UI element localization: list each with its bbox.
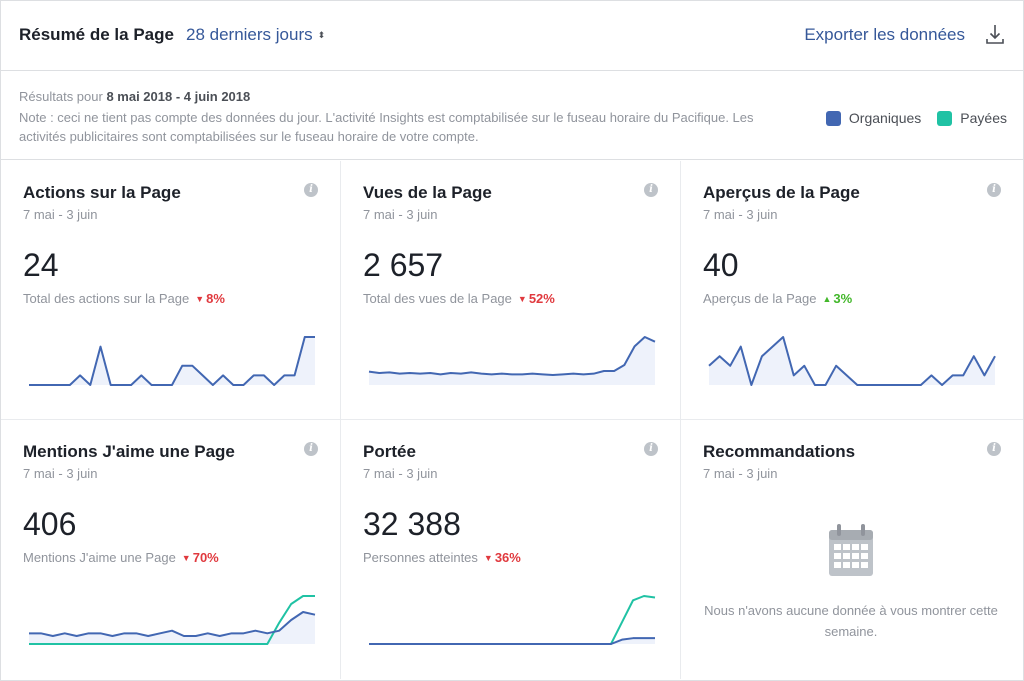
card-page-likes[interactable]: Mentions J'aime une Page 7 mai - 3 juin … <box>1 420 341 679</box>
export-data-link[interactable]: Exporter les données <box>804 25 965 44</box>
sparkline-chart <box>29 595 316 645</box>
change-badge: ▼ 36% <box>484 550 521 565</box>
card-subtitle-row: Total des vues de la Page ▼ 52% <box>363 291 555 306</box>
change-badge: ▼ 8% <box>195 291 225 306</box>
card-subtitle: Total des vues de la Page <box>363 291 512 306</box>
triangle-down-icon: ▼ <box>195 294 205 304</box>
change-value: 3% <box>833 291 853 306</box>
card-title: Recommandations <box>703 442 856 461</box>
card-value: 2 657 <box>363 247 444 283</box>
change-value: 8% <box>206 291 225 306</box>
info-icon[interactable]: i <box>304 442 318 456</box>
empty-state-message: Nous n'avons aucune donnée à vous montre… <box>704 603 998 639</box>
change-badge: ▼ 52% <box>518 291 555 306</box>
sparkline-area <box>369 337 655 385</box>
info-icon[interactable]: i <box>644 183 658 197</box>
legend-organic: Organiques <box>825 110 922 126</box>
results-period: Résultats pour 8 mai 2018 - 4 juin 2018 <box>19 89 250 104</box>
date-range-selector[interactable]: 28 derniers jours ⬍ <box>186 25 325 45</box>
metrics-grid: Actions sur la Page 7 mai - 3 juin i 24 … <box>1 161 1023 681</box>
card-title: Mentions J'aime une Page <box>23 442 235 461</box>
legend-swatch-organic <box>825 110 841 126</box>
card-title: Vues de la Page <box>363 183 492 202</box>
triangle-up-icon: ▲ <box>822 294 832 304</box>
card-page-previews[interactable]: Aperçus de la Page 7 mai - 3 juin i 40 A… <box>681 161 1023 420</box>
card-date: 7 mai - 3 juin <box>363 207 438 222</box>
change-value: 70% <box>192 550 219 565</box>
sparkline-area <box>29 337 315 385</box>
sparkline-chart <box>29 336 315 386</box>
sparkline-paid-line <box>369 595 656 645</box>
info-icon[interactable]: i <box>987 442 1001 456</box>
card-date: 7 mai - 3 juin <box>703 207 778 222</box>
chart-legend: Organiques Payées <box>810 110 1007 126</box>
card-date: 7 mai - 3 juin <box>703 466 778 481</box>
triangle-down-icon: ▼ <box>483 553 493 563</box>
card-subtitle: Personnes atteintes <box>363 550 478 565</box>
triangle-down-icon: ▼ <box>517 294 527 304</box>
sparkline-area <box>709 337 995 385</box>
sparkline-area <box>29 612 315 644</box>
sparkline-organic-line <box>708 336 996 386</box>
card-date: 7 mai - 3 juin <box>23 207 98 222</box>
sparkline-chart <box>708 336 996 386</box>
card-title: Actions sur la Page <box>23 183 181 202</box>
card-recommendations[interactable]: Recommandations 7 mai - 3 juin i Nous n'… <box>681 420 1023 679</box>
timezone-note: Note : ceci ne tient pas compte des donn… <box>19 110 754 144</box>
card-subtitle-row: Total des actions sur la Page ▼ 8% <box>23 291 225 306</box>
info-icon[interactable]: i <box>304 183 318 197</box>
card-date: 7 mai - 3 juin <box>23 466 98 481</box>
sparkline-area <box>369 638 655 644</box>
change-value: 52% <box>528 291 555 306</box>
card-subtitle-row: Mentions J'aime une Page ▼ 70% <box>23 550 219 565</box>
card-title: Portée <box>363 442 416 461</box>
legend-label-organic: Organiques <box>848 110 922 126</box>
sparkline-organic-line <box>29 336 315 386</box>
sparkline-paid-line <box>29 595 315 645</box>
card-page-actions[interactable]: Actions sur la Page 7 mai - 3 juin i 24 … <box>1 161 341 420</box>
info-icon[interactable]: i <box>644 442 658 456</box>
download-icon[interactable] <box>985 23 1005 47</box>
info-icon[interactable]: i <box>987 183 1001 197</box>
change-value: 36% <box>494 550 521 565</box>
card-subtitle-row: Personnes atteintes ▼ 36% <box>363 550 521 565</box>
change-badge: ▲ 3% <box>822 291 852 306</box>
legend-label-paid: Payées <box>960 110 1007 126</box>
sparkline-chart <box>369 595 656 645</box>
card-subtitle: Total des actions sur la Page <box>23 291 190 306</box>
triangle-down-icon: ▼ <box>181 553 191 563</box>
legend-swatch-paid <box>937 110 953 126</box>
card-subtitle: Aperçus de la Page <box>703 291 817 306</box>
results-range: 8 mai 2018 - 4 juin 2018 <box>106 89 251 104</box>
sparkline-organic-line <box>369 637 655 645</box>
card-title: Aperçus de la Page <box>703 183 860 202</box>
calendar-icon <box>829 524 873 576</box>
card-subtitle: Mentions J'aime une Page <box>23 550 176 565</box>
page-title: Résumé de la Page <box>19 25 174 44</box>
sparkline-organic-line <box>368 336 656 376</box>
sparkline-chart <box>368 336 656 385</box>
legend-paid: Payées <box>937 110 1007 126</box>
results-prefix: Résultats pour <box>19 89 107 104</box>
card-reach[interactable]: Portée 7 mai - 3 juin i 32 388 Personnes… <box>341 420 681 679</box>
card-subtitle-row: Aperçus de la Page ▲ 3% <box>703 291 852 306</box>
date-range-label: 28 derniers jours <box>186 25 313 44</box>
card-value: 32 388 <box>363 506 461 542</box>
card-date: 7 mai - 3 juin <box>363 466 438 481</box>
sort-caret-icon: ⬍ <box>317 30 326 40</box>
card-value: 40 <box>703 247 739 283</box>
info-section: Résultats pour 8 mai 2018 - 4 juin 2018 … <box>1 72 1023 160</box>
card-value: 406 <box>23 506 77 542</box>
change-badge: ▼ 70% <box>182 550 219 565</box>
sparkline-organic-line <box>29 611 316 637</box>
card-page-views[interactable]: Vues de la Page 7 mai - 3 juin i 2 657 T… <box>341 161 681 420</box>
card-value: 24 <box>23 247 59 283</box>
summary-header: Résumé de la Page 28 derniers jours ⬍ Exp… <box>1 1 1023 71</box>
